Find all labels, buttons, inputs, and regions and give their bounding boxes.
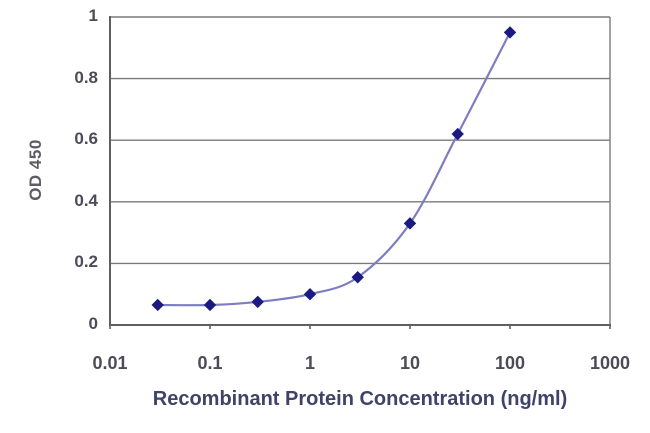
data-point-marker xyxy=(403,217,417,230)
y-axis-tick-label: 0.8 xyxy=(74,67,98,87)
y-axis-tick-label: 0.4 xyxy=(74,190,98,210)
y-axis-tick-label: 0.2 xyxy=(74,252,98,272)
data-point-marker xyxy=(203,298,217,312)
x-axis-title: Recombinant Protein Concentration (ng/ml… xyxy=(152,388,568,410)
series-line xyxy=(157,31,511,307)
x-axis-tick-label: 1 xyxy=(304,353,316,373)
data-point-marker xyxy=(303,287,317,301)
data-point-marker xyxy=(351,271,364,284)
x-axis-tick-label: 10 xyxy=(399,353,421,373)
x-axis-tick-label: 1000 xyxy=(589,353,631,373)
data-point-marker xyxy=(251,295,264,309)
data-point-marker xyxy=(451,127,464,141)
y-axis-title: OD 450 xyxy=(26,139,45,201)
y-axis-tick-label: 0 xyxy=(88,314,98,334)
x-axis-tick-label: 100 xyxy=(494,353,526,373)
data-point-marker xyxy=(151,298,164,312)
data-point-marker xyxy=(503,26,517,39)
y-axis-tick-label: 1 xyxy=(88,6,98,26)
y-axis-tick-label: 0.6 xyxy=(74,129,98,149)
x-axis-tick-label: 0.1 xyxy=(197,353,223,373)
x-axis-tick-label: 0.01 xyxy=(92,353,128,373)
